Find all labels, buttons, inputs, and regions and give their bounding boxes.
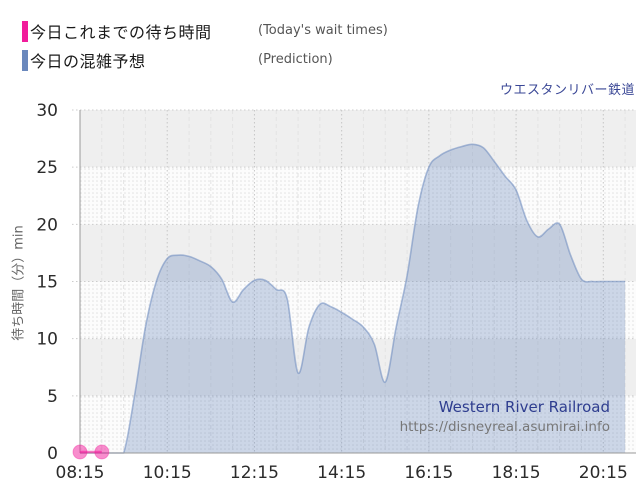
x-tick-label: 08:15 [56, 463, 105, 483]
x-tick-label: 10:15 [143, 463, 192, 483]
watermark: Western River Railroad https://disneyrea… [400, 398, 610, 435]
y-tick-label: 10 [36, 330, 58, 350]
legend-prediction-label-en: (Prediction) [258, 52, 333, 67]
watermark-site-url: https://disneyreal.asumirai.info [399, 419, 610, 435]
prediction-area [80, 144, 626, 454]
y-tick-label: 30 [36, 101, 58, 121]
x-tick-label: 14:15 [317, 463, 366, 483]
x-tick-label: 16:15 [404, 463, 453, 483]
y-tick-label: 15 [36, 273, 58, 293]
wait-time-dot [72, 444, 88, 460]
plot-band [80, 110, 636, 168]
plot-band [80, 395, 636, 453]
wait-time-dot [94, 444, 110, 460]
legend-item-today: 今日これまでの待ち時間 (Today's wait times) [22, 19, 388, 43]
x-tick-label: 20:15 [579, 463, 628, 483]
watermark-site-name: Western River Railroad [438, 398, 610, 416]
legend: 今日これまでの待ち時間 (Today's wait times) 今日の混雑予想… [22, 19, 388, 77]
plot-band [80, 281, 636, 339]
y-tick-label: 25 [36, 158, 58, 178]
legend-item-prediction: 今日の混雑予想 (Prediction) [22, 48, 333, 72]
plot-band [80, 167, 636, 225]
x-tick-label: 12:15 [230, 463, 279, 483]
plot-band [80, 338, 636, 396]
legend-today-label-en: (Today's wait times) [258, 23, 388, 38]
prediction-line [80, 143, 626, 454]
attraction-title: ウエスタンリバー鉄道 [499, 83, 635, 98]
prediction-series-swatch-icon [22, 49, 28, 71]
y-tick-label: 20 [36, 215, 58, 235]
y-tick-label: 0 [47, 444, 58, 464]
y-tick-label: 5 [47, 387, 58, 407]
x-tick-label: 18:15 [492, 463, 541, 483]
legend-today-label-jp: 今日これまでの待ち時間 [30, 23, 212, 42]
today-series-swatch-icon [22, 20, 28, 42]
legend-prediction-label-jp: 今日の混雑予想 [30, 52, 146, 71]
